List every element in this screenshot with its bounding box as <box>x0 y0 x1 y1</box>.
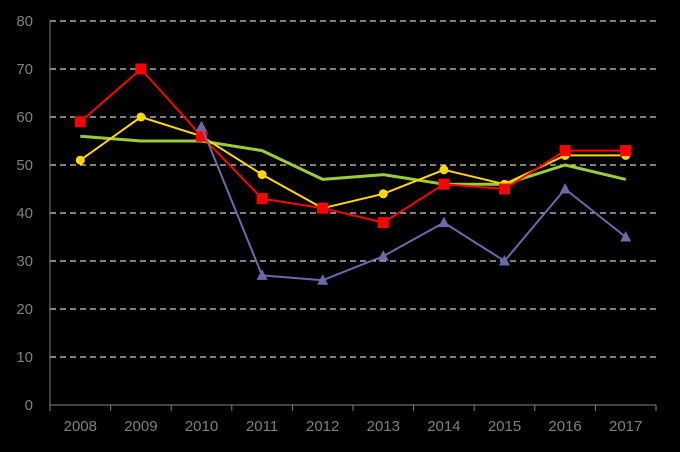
x-tick-label-2014: 2014 <box>427 418 460 435</box>
series-3-point-2011 <box>256 193 268 205</box>
x-tick-label-2010: 2010 <box>185 418 218 435</box>
y-tick-label-80: 80 <box>16 13 33 30</box>
y-tick-label-40: 40 <box>16 205 33 222</box>
series-3-point-2016 <box>559 145 571 157</box>
series-3-point-2013 <box>377 217 389 229</box>
series-3-point-2014 <box>438 178 450 190</box>
series-3-point-2010 <box>196 130 207 142</box>
series-4-point-2012 <box>317 274 329 285</box>
x-tick-label-2015: 2015 <box>488 418 521 435</box>
series-1-line <box>80 134 627 186</box>
series-1 <box>80 134 627 186</box>
y-tick-label-20: 20 <box>16 301 33 318</box>
series-4-point-2016 <box>559 183 571 194</box>
series-2-point-2014 <box>439 165 449 175</box>
x-tick-label-2011: 2011 <box>246 418 278 435</box>
series-2-line <box>79 116 626 210</box>
series-3-point-2017 <box>620 145 632 157</box>
series-2-point-2011 <box>257 170 267 180</box>
series-3 <box>74 63 632 229</box>
x-tick-label-2017: 2017 <box>609 418 642 435</box>
series-2-point-2013 <box>378 189 388 199</box>
x-tick-label-2012: 2012 <box>306 418 339 435</box>
series-4-point-2017 <box>620 231 632 242</box>
series-4-point-2015 <box>499 255 510 266</box>
axes <box>49 21 657 411</box>
y-tick-label-0: 0 <box>25 397 33 414</box>
x-tick-label-2009: 2009 <box>124 418 157 435</box>
x-tick-label-2008: 2008 <box>64 418 97 435</box>
series-4-point-2010 <box>196 120 207 132</box>
series-4 <box>196 120 632 285</box>
y-tick-label-10: 10 <box>16 349 33 366</box>
series-3-line <box>79 68 626 224</box>
gridlines <box>50 20 656 358</box>
y-tick-label-60: 60 <box>16 109 33 126</box>
series <box>74 63 632 285</box>
x-tick-labels: 2008 2009 2010 2011 2012 2013 2014 2015 2016 2017 <box>64 418 643 435</box>
x-tick-label-2013: 2013 <box>367 418 400 435</box>
series-3-point-2009 <box>135 63 147 75</box>
series-2-point-2008 <box>75 155 85 165</box>
series-3-point-2012 <box>317 202 329 214</box>
series-4-point-2013 <box>377 250 389 261</box>
series-3-point-2015 <box>499 183 510 195</box>
y-tick-label-50: 50 <box>16 157 33 174</box>
series-3-point-2008 <box>74 116 86 128</box>
x-tick-label-2016: 2016 <box>548 418 581 435</box>
series-4-line <box>200 126 627 282</box>
y-tick-label-30: 30 <box>16 253 33 270</box>
series-4-point-2011 <box>256 269 268 280</box>
series-2-point-2009 <box>136 112 146 122</box>
y-tick-labels: 0 10 20 30 40 50 60 70 80 <box>16 13 33 414</box>
series-4-point-2014 <box>438 216 450 228</box>
y-tick-label-70: 70 <box>16 61 33 78</box>
